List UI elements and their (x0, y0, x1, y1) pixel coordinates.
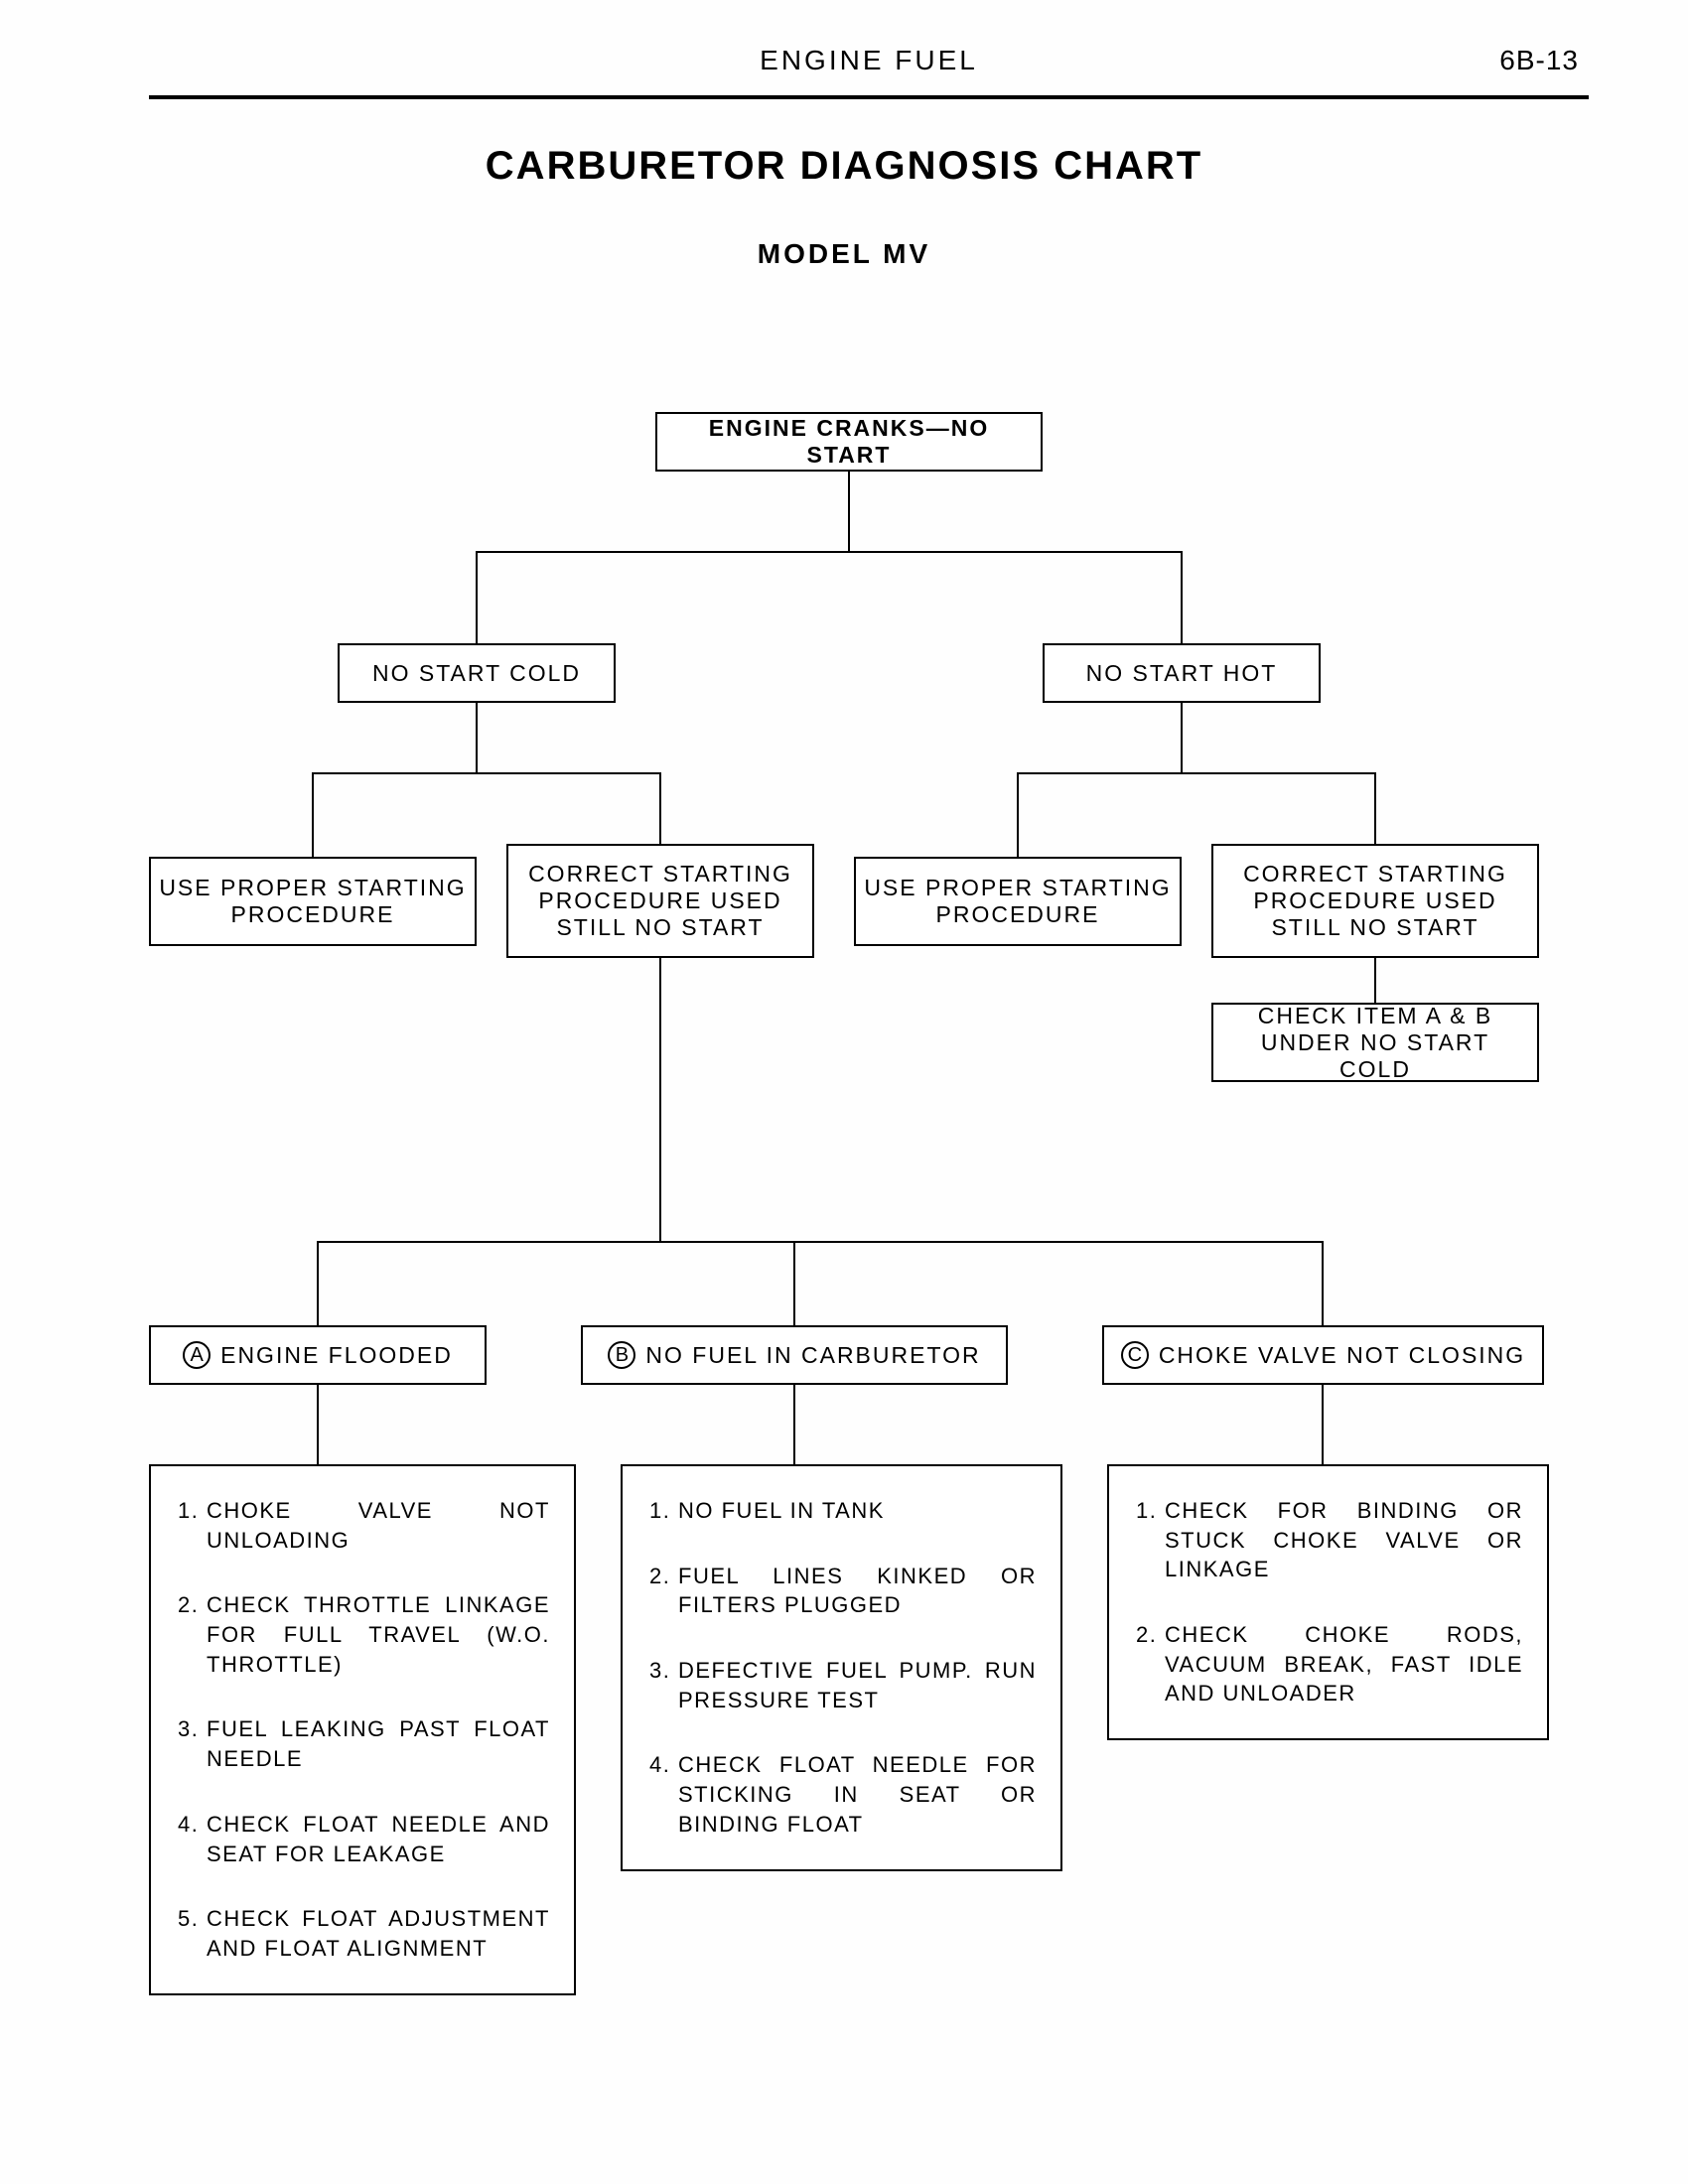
edge (1322, 1385, 1324, 1464)
edge (1017, 772, 1376, 774)
list-item: CHECK FLOAT ADJUSTMENT AND FLOAT ALIGNME… (207, 1904, 550, 1963)
list-item: CHOKE VALVE NOT UNLOADING (207, 1496, 550, 1555)
edge (848, 472, 850, 551)
node-hot-check-ab: CHECK ITEM A & B UNDER NO START COLD (1211, 1003, 1539, 1082)
edge (1322, 1241, 1324, 1325)
page-number: 6B-13 (1499, 45, 1579, 76)
edge (476, 551, 1183, 553)
edge (317, 1385, 319, 1464)
node-no-start-hot: NO START HOT (1043, 643, 1321, 703)
node-label: ENGINE FLOODED (220, 1342, 453, 1369)
node-category-c: C CHOKE VALVE NOT CLOSING (1102, 1325, 1544, 1385)
edge (1181, 703, 1183, 772)
node-label: NO START HOT (1086, 660, 1278, 687)
list-item: CHECK FLOAT NEEDLE FOR STICKING IN SEAT … (678, 1750, 1037, 1839)
node-label: NO FUEL IN CARBURETOR (645, 1342, 980, 1369)
node-root: ENGINE CRANKS—NO START (655, 412, 1043, 472)
page-header: ENGINE FUEL 6B-13 (149, 45, 1589, 99)
chart-title: CARBURETOR DIAGNOSIS CHART (0, 144, 1688, 189)
chart-subtitle: MODEL MV (0, 238, 1688, 270)
node-label: CORRECT STARTING PROCEDURE USED STILL NO… (516, 861, 804, 941)
circled-letter-a: A (183, 1341, 211, 1369)
node-label: USE PROPER STARTING PROCEDURE (864, 875, 1172, 928)
list-item: FUEL LEAKING PAST FLOAT NEEDLE (207, 1714, 550, 1773)
edge (317, 1241, 319, 1325)
node-label: CHOKE VALVE NOT CLOSING (1159, 1342, 1525, 1369)
edge (312, 772, 314, 857)
node-hot-proper-start: USE PROPER STARTING PROCEDURE (854, 857, 1182, 946)
edge (476, 551, 478, 643)
edge (317, 1241, 1324, 1243)
page: ENGINE FUEL 6B-13 CARBURETOR DIAGNOSIS C… (0, 0, 1688, 2184)
list-item: CHECK CHOKE RODS, VACUUM BREAK, FAST IDL… (1165, 1620, 1523, 1708)
edge (793, 1241, 795, 1325)
edge (1017, 772, 1019, 857)
node-label: CHECK ITEM A & B UNDER NO START COLD (1221, 1003, 1529, 1083)
node-label: USE PROPER STARTING PROCEDURE (159, 875, 467, 928)
node-cold-proper-start: USE PROPER STARTING PROCEDURE (149, 857, 477, 946)
section-title: ENGINE FUEL (149, 45, 1589, 76)
node-hot-correct-no-start: CORRECT STARTING PROCEDURE USED STILL NO… (1211, 844, 1539, 958)
edge (793, 1385, 795, 1464)
list-item: FUEL LINES KINKED OR FILTERS PLUGGED (678, 1562, 1037, 1620)
node-cold-correct-no-start: CORRECT STARTING PROCEDURE USED STILL NO… (506, 844, 814, 958)
node-label: NO START COLD (372, 660, 581, 687)
node-category-a: A ENGINE FLOODED (149, 1325, 487, 1385)
list-c-choke-valve: CHECK FOR BINDING OR STUCK CHOKE VALVE O… (1107, 1464, 1549, 1740)
edge (1374, 958, 1376, 1003)
node-label: ENGINE CRANKS—NO START (665, 415, 1033, 469)
edge (1374, 772, 1376, 844)
list-item: CHECK FOR BINDING OR STUCK CHOKE VALVE O… (1165, 1496, 1523, 1584)
list-item: CHECK FLOAT NEEDLE AND SEAT FOR LEAKAGE (207, 1810, 550, 1868)
node-label: CORRECT STARTING PROCEDURE USED STILL NO… (1221, 861, 1529, 941)
node-category-b: B NO FUEL IN CARBURETOR (581, 1325, 1008, 1385)
edge (476, 703, 478, 772)
edge (659, 772, 661, 844)
list-b-no-fuel: NO FUEL IN TANK FUEL LINES KINKED OR FIL… (621, 1464, 1062, 1871)
list-item: NO FUEL IN TANK (678, 1496, 1037, 1526)
list-a-engine-flooded: CHOKE VALVE NOT UNLOADING CHECK THROTTLE… (149, 1464, 576, 1995)
node-no-start-cold: NO START COLD (338, 643, 616, 703)
edge (312, 772, 661, 774)
list-item: CHECK THROTTLE LINKAGE FOR FULL TRAVEL (… (207, 1590, 550, 1679)
edge (1181, 551, 1183, 643)
circled-letter-b: B (608, 1341, 635, 1369)
circled-letter-c: C (1121, 1341, 1149, 1369)
list-item: DEFECTIVE FUEL PUMP. RUN PRESSURE TEST (678, 1656, 1037, 1714)
edge (659, 958, 661, 1241)
